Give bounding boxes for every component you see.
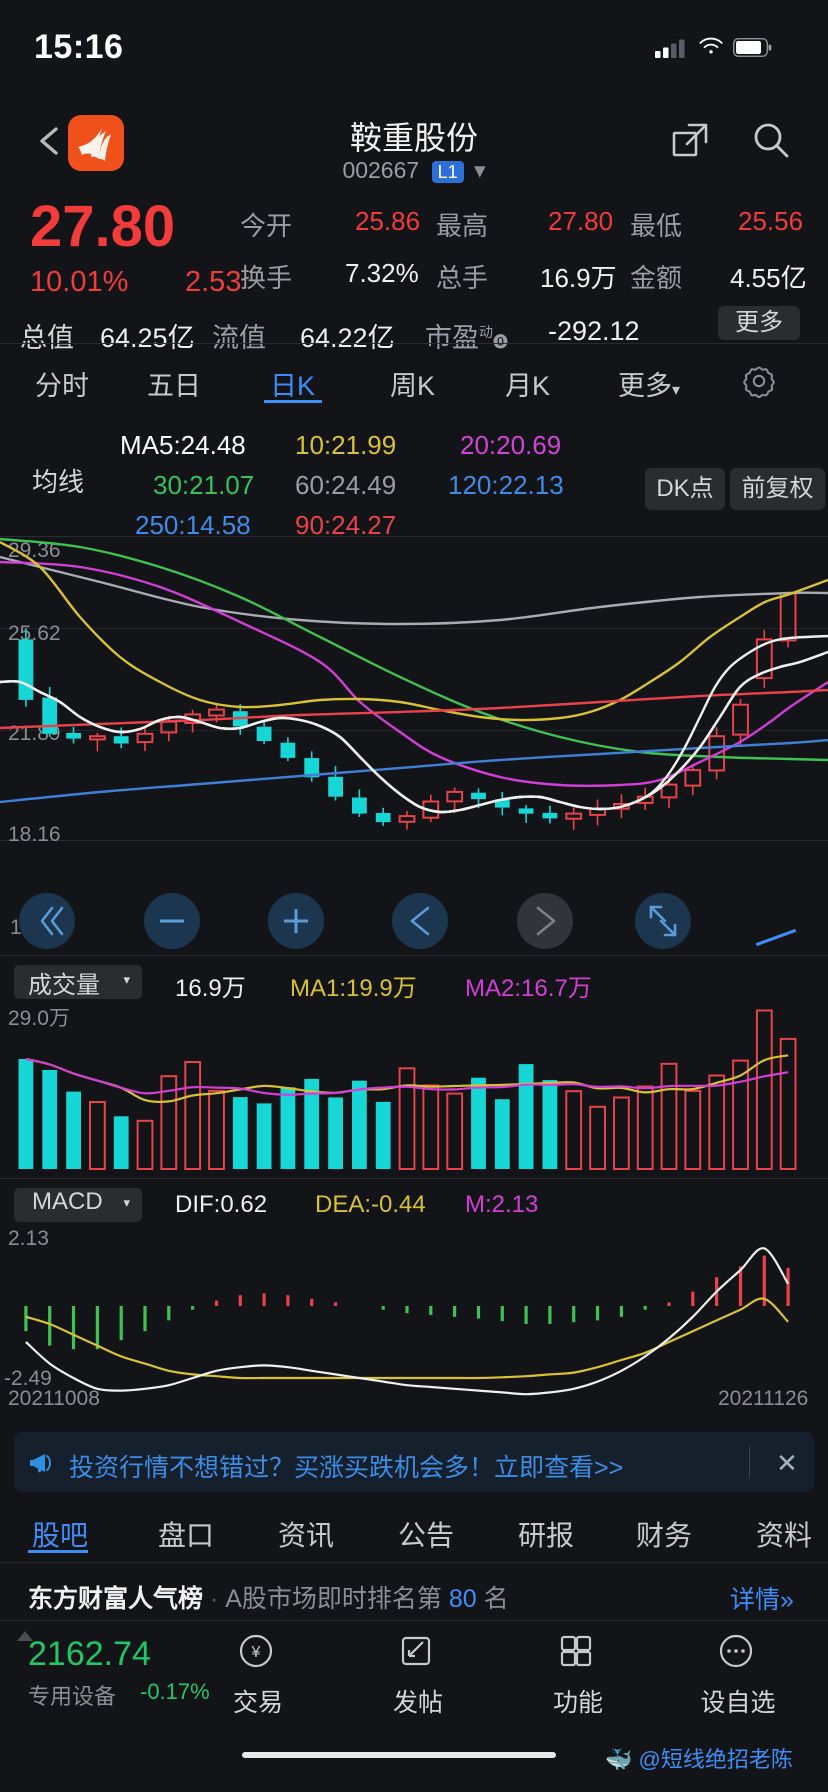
- svg-text:¥: ¥: [251, 1644, 261, 1661]
